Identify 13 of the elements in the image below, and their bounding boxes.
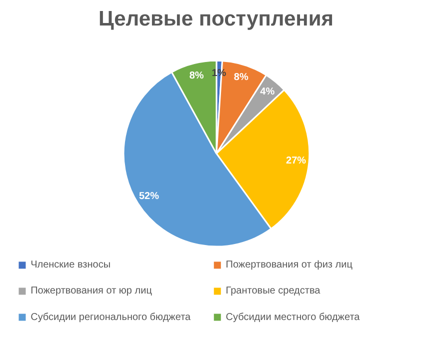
legend-label: Грантовые средства: [226, 286, 321, 297]
data-label: 27%: [286, 156, 306, 167]
chart-title: Целевые поступления: [98, 8, 334, 30]
data-label: 8%: [189, 70, 204, 82]
data-label: 1%: [212, 68, 226, 80]
legend-label: Субсидии местного бюджета: [226, 312, 360, 323]
data-label: 4%: [260, 86, 275, 98]
legend-label: Пожертвования от физ лиц: [226, 260, 353, 271]
data-label: 8%: [234, 72, 248, 84]
legend-label: Субсидии регионального бюджета: [30, 312, 192, 323]
legend-label: Пожертвования от юр лиц: [30, 286, 152, 297]
legend-label: Членские взносы: [30, 260, 111, 271]
data-label: 52%: [138, 190, 160, 202]
